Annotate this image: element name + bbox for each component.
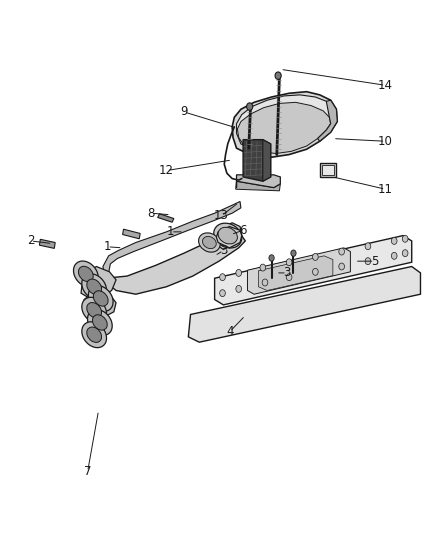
Circle shape <box>392 253 397 259</box>
Ellipse shape <box>202 237 216 248</box>
Circle shape <box>219 274 225 280</box>
Circle shape <box>313 254 318 260</box>
Polygon shape <box>215 223 242 249</box>
Polygon shape <box>237 102 331 154</box>
Circle shape <box>365 258 371 265</box>
Polygon shape <box>105 232 245 294</box>
Polygon shape <box>258 256 333 290</box>
Text: 1: 1 <box>167 225 175 238</box>
Circle shape <box>269 255 274 261</box>
Text: 9: 9 <box>180 106 188 118</box>
Polygon shape <box>320 163 336 177</box>
Text: 11: 11 <box>378 183 393 196</box>
Polygon shape <box>81 266 116 301</box>
Text: 4: 4 <box>226 325 234 338</box>
Circle shape <box>291 250 296 256</box>
Text: 13: 13 <box>214 209 229 222</box>
Circle shape <box>286 259 292 265</box>
Polygon shape <box>215 236 412 305</box>
Text: 7: 7 <box>84 465 92 478</box>
Text: 1: 1 <box>103 240 111 253</box>
Text: 8: 8 <box>148 207 155 220</box>
Text: 10: 10 <box>378 135 393 148</box>
Polygon shape <box>318 100 337 141</box>
Circle shape <box>262 279 268 286</box>
Polygon shape <box>188 266 420 342</box>
Text: 3: 3 <box>220 244 227 257</box>
Circle shape <box>260 264 265 271</box>
Text: 2: 2 <box>27 235 35 247</box>
Ellipse shape <box>92 315 107 330</box>
Polygon shape <box>123 229 140 239</box>
Circle shape <box>392 238 397 244</box>
Circle shape <box>365 243 371 249</box>
Text: 3: 3 <box>283 266 290 279</box>
Circle shape <box>275 72 281 79</box>
Circle shape <box>339 248 344 255</box>
Circle shape <box>403 249 408 257</box>
Ellipse shape <box>93 291 108 306</box>
Polygon shape <box>236 181 280 191</box>
Ellipse shape <box>87 327 102 342</box>
Ellipse shape <box>87 279 102 294</box>
Circle shape <box>236 286 242 292</box>
Ellipse shape <box>88 286 113 311</box>
Circle shape <box>247 103 253 110</box>
Ellipse shape <box>78 266 93 281</box>
Polygon shape <box>243 140 271 181</box>
Text: 5: 5 <box>371 255 378 268</box>
Ellipse shape <box>218 227 237 244</box>
Polygon shape <box>103 201 241 284</box>
Ellipse shape <box>198 233 220 252</box>
Circle shape <box>403 236 408 242</box>
Polygon shape <box>39 239 55 248</box>
Polygon shape <box>84 290 116 320</box>
Ellipse shape <box>82 297 106 323</box>
Ellipse shape <box>214 223 242 248</box>
Polygon shape <box>232 92 337 157</box>
Bar <box>322 165 334 175</box>
Ellipse shape <box>82 274 106 300</box>
Circle shape <box>286 274 292 280</box>
Circle shape <box>219 290 225 296</box>
Polygon shape <box>237 175 280 188</box>
Circle shape <box>313 269 318 275</box>
Polygon shape <box>247 248 350 294</box>
Text: 6: 6 <box>239 224 247 237</box>
Polygon shape <box>216 227 242 248</box>
Circle shape <box>339 263 344 270</box>
Polygon shape <box>237 95 333 151</box>
Polygon shape <box>158 214 174 222</box>
Ellipse shape <box>87 303 102 318</box>
Ellipse shape <box>82 322 106 348</box>
Polygon shape <box>263 140 271 181</box>
Ellipse shape <box>88 310 112 335</box>
Ellipse shape <box>74 261 98 287</box>
Text: 14: 14 <box>378 79 393 92</box>
Text: 12: 12 <box>159 164 174 177</box>
Circle shape <box>236 270 242 276</box>
